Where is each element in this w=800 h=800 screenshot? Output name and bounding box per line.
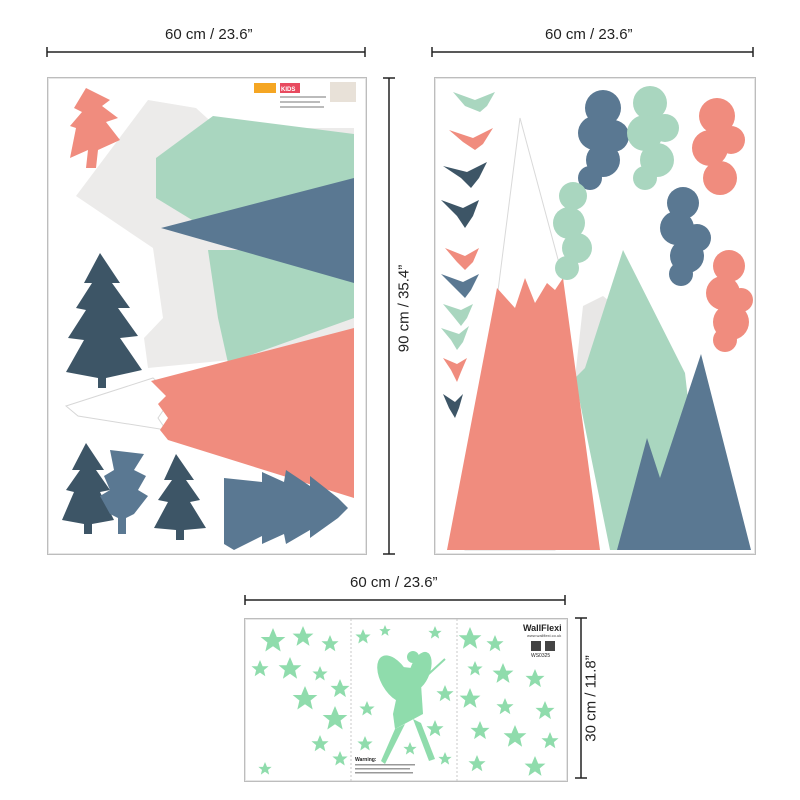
bird-navy-1 <box>443 162 487 188</box>
slate-mountain-right <box>617 354 751 550</box>
sheet-2 <box>434 77 756 555</box>
glow-width-line <box>244 595 566 605</box>
bird-coral-2 <box>445 248 479 270</box>
sheet1-width-line <box>46 47 366 57</box>
coral-big-mountain <box>447 278 600 550</box>
birds <box>441 92 495 418</box>
sheet-1-artwork: KIDS <box>62 82 356 550</box>
slate-mountain <box>161 178 354 283</box>
glow-fairy <box>377 651 446 764</box>
kids-logo: KIDS <box>281 87 295 93</box>
brand-name: WallFlexi <box>523 623 562 633</box>
glow-sheet: WallFlexi www.wallflexi.co.uk WS0325 War… <box>244 618 568 782</box>
mint-cloud-1 <box>627 86 679 190</box>
bird-mint-2 <box>443 304 473 326</box>
slate-tree-sideways <box>224 470 348 550</box>
bird-coral-3 <box>443 358 467 382</box>
bird-navy-3 <box>443 394 463 418</box>
sheet2-width-line <box>431 47 754 57</box>
qr-code-2 <box>545 641 555 651</box>
navy-tree-small-1 <box>62 443 114 534</box>
bird-navy-2 <box>441 200 479 228</box>
qr-code <box>531 641 541 651</box>
navy-tree-small-2 <box>154 454 206 540</box>
glow-height-line <box>575 617 587 779</box>
product-sticker: KIDS <box>254 82 356 108</box>
glow-width-label: 60 cm / 23.6” <box>350 574 438 591</box>
bird-mint-3 <box>441 326 469 350</box>
brand-url: www.wallflexi.co.uk <box>527 633 561 638</box>
coral-cloud-2 <box>706 250 753 352</box>
bird-slate-1 <box>441 274 479 298</box>
slate-cloud-2 <box>660 187 711 286</box>
bird-mint-1 <box>453 92 495 112</box>
navy-tree-large <box>66 253 142 388</box>
mint-mountain-lower <box>208 250 354 363</box>
snow-cap <box>64 377 174 431</box>
height-line <box>383 77 395 555</box>
bird-coral-1 <box>449 128 493 150</box>
coral-tree <box>70 88 120 168</box>
glow-moon <box>260 704 315 766</box>
sheet-2-artwork <box>441 86 753 551</box>
product-code: WS0325 <box>531 653 550 659</box>
slate-tree-small <box>100 450 148 534</box>
warning-title: Warning: <box>355 757 377 763</box>
slate-cloud-1 <box>578 90 629 190</box>
glow-sheet-artwork: WallFlexi www.wallflexi.co.uk WS0325 War… <box>251 619 562 781</box>
mint-cloud-2 <box>553 182 592 280</box>
height-label: 90 cm / 35.4” <box>395 264 413 353</box>
coral-mountain <box>151 328 354 498</box>
glow-height-label: 30 cm / 11.8” <box>582 655 600 742</box>
sheet2-width-label: 60 cm / 23.6” <box>545 26 633 43</box>
sheet1-width-label: 60 cm / 23.6” <box>165 26 253 43</box>
coral-cloud-1 <box>692 98 745 195</box>
sheet-1: KIDS <box>47 77 367 555</box>
